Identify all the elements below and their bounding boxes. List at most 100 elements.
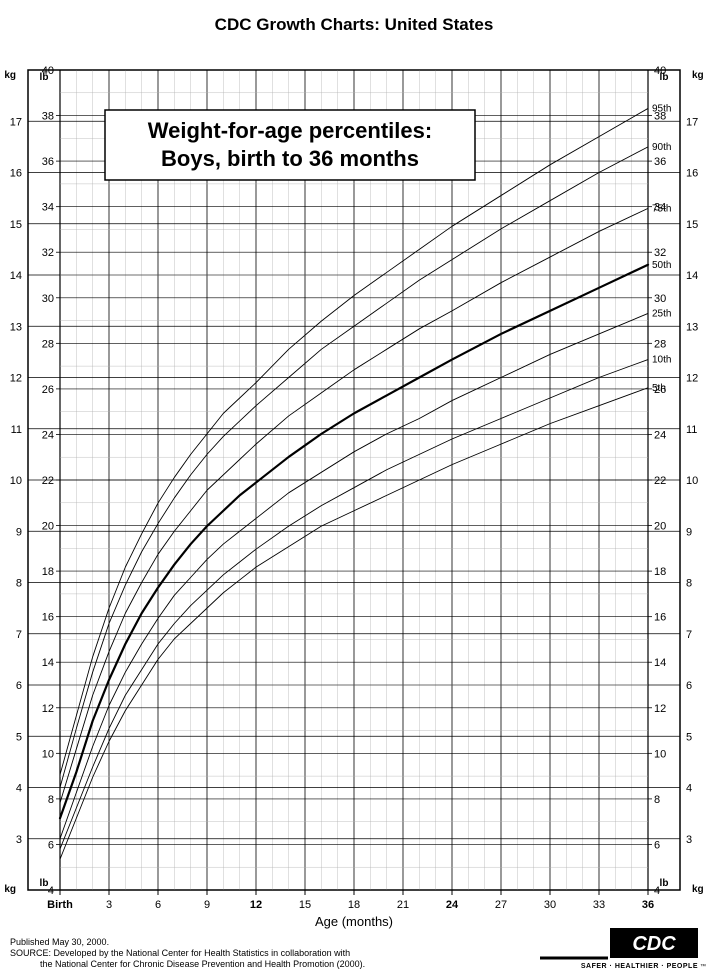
lb-tick-right: 30 — [654, 293, 666, 305]
lb-tick-left: 24 — [42, 429, 54, 441]
x-axis-label: Age (months) — [315, 914, 393, 929]
x-tick-label: 30 — [544, 899, 556, 911]
growth-chart: CDC Growth Charts: United States kg kg kg kg… — [0, 0, 708, 976]
kg-tick-right: 4 — [686, 783, 692, 795]
lb-tick-left: 26 — [42, 384, 54, 396]
footer-published: Published May 30, 2000. — [10, 937, 109, 947]
kg-tick-right: 16 — [686, 168, 698, 180]
kg-tick-right: 17 — [686, 116, 698, 128]
x-tick-label: 33 — [593, 899, 605, 911]
lb-label-br: lb — [660, 878, 669, 889]
percentile-label: 5th — [652, 383, 666, 394]
svg-text:™: ™ — [700, 963, 706, 970]
footer-source1: SOURCE: Developed by the National Center… — [10, 948, 350, 958]
footer-source2: the National Center for Chronic Disease … — [40, 959, 365, 969]
lb-tick-left: 36 — [42, 156, 54, 168]
lb-tick-left: 30 — [42, 293, 54, 305]
percentile-label: 25th — [652, 308, 671, 319]
lb-tick-left: 10 — [42, 748, 54, 760]
kg-label-tl: kg — [4, 70, 16, 81]
x-tick-label: 36 — [642, 899, 654, 911]
percentile-label: 90th — [652, 142, 671, 153]
kg-label-tr: kg — [692, 70, 704, 81]
chart-title-line1: Weight-for-age percentiles: — [148, 118, 432, 143]
lb-tick-right: 40 — [654, 65, 666, 77]
kg-tick-right: 11 — [686, 424, 697, 436]
percentile-label: 75th — [652, 203, 671, 214]
kg-tick-left: 11 — [11, 424, 22, 436]
kg-label-br: kg — [692, 884, 704, 895]
kg-tick-right: 14 — [686, 270, 698, 282]
kg-label-bl: kg — [4, 884, 16, 895]
kg-tick-left: 6 — [16, 680, 22, 692]
kg-tick-left: 12 — [10, 373, 22, 385]
lb-tick-right: 4 — [654, 885, 660, 897]
lb-tick-left: 8 — [48, 794, 54, 806]
kg-tick-left: 3 — [16, 834, 22, 846]
kg-tick-left: 8 — [16, 578, 22, 590]
kg-tick-left: 5 — [16, 731, 22, 743]
kg-tick-right: 9 — [686, 526, 692, 538]
lb-tick-right: 36 — [654, 156, 666, 168]
lb-tick-right: 24 — [654, 429, 666, 441]
cdc-logo: CDC SAFER · HEALTHIER · PEOPLE™ — [540, 928, 706, 970]
percentile-label: 10th — [652, 355, 671, 366]
kg-tick-right: 13 — [686, 321, 698, 333]
kg-tick-right: 12 — [686, 373, 698, 385]
x-tick-label: 9 — [204, 899, 210, 911]
kg-tick-right: 6 — [686, 680, 692, 692]
lb-tick-left: 6 — [48, 839, 54, 851]
x-tick-label: Birth — [47, 899, 73, 911]
kg-tick-left: 16 — [10, 168, 22, 180]
lb-tick-right: 18 — [654, 566, 666, 578]
lb-tick-left: 16 — [42, 612, 54, 624]
x-tick-label: 24 — [446, 899, 459, 911]
lb-tick-left: 40 — [42, 65, 54, 77]
lb-tick-right: 28 — [654, 338, 666, 350]
x-tick-label: 18 — [348, 899, 360, 911]
lb-tick-left: 28 — [42, 338, 54, 350]
x-tick-label: 12 — [250, 899, 262, 911]
percentile-label: 50th — [652, 260, 671, 271]
x-tick-label: 6 — [155, 899, 161, 911]
lb-tick-left: 22 — [42, 475, 54, 487]
lb-tick-right: 22 — [654, 475, 666, 487]
lb-tick-left: 32 — [42, 247, 54, 259]
svg-text:CDC: CDC — [632, 933, 676, 955]
kg-tick-right: 15 — [686, 219, 698, 231]
lb-tick-right: 8 — [654, 794, 660, 806]
lb-tick-left: 34 — [42, 202, 54, 214]
lb-tick-right: 14 — [654, 657, 666, 669]
kg-tick-right: 7 — [686, 629, 692, 641]
kg-tick-left: 4 — [16, 783, 22, 795]
kg-tick-right: 3 — [686, 834, 692, 846]
kg-tick-right: 8 — [686, 578, 692, 590]
chart-title-line2: Boys, birth to 36 months — [161, 146, 419, 171]
x-tick-label: 27 — [495, 899, 507, 911]
lb-tick-right: 10 — [654, 748, 666, 760]
x-tick-label: 3 — [106, 899, 112, 911]
kg-tick-left: 10 — [10, 475, 22, 487]
lb-tick-left: 14 — [42, 657, 54, 669]
cdc-tagline: SAFER · HEALTHIER · PEOPLE — [581, 963, 698, 970]
main-title: CDC Growth Charts: United States — [215, 15, 494, 34]
kg-tick-right: 5 — [686, 731, 692, 743]
lb-tick-left: 20 — [42, 521, 54, 533]
percentile-label: 95th — [652, 103, 671, 114]
x-tick-label: 21 — [397, 899, 409, 911]
lb-tick-left: 18 — [42, 566, 54, 578]
kg-tick-left: 13 — [10, 321, 22, 333]
kg-tick-left: 9 — [16, 526, 22, 538]
lb-tick-right: 20 — [654, 521, 666, 533]
lb-tick-right: 6 — [654, 839, 660, 851]
kg-tick-left: 7 — [16, 629, 22, 641]
kg-tick-right: 10 — [686, 475, 698, 487]
kg-tick-left: 14 — [10, 270, 22, 282]
x-tick-label: 15 — [299, 899, 311, 911]
lb-tick-right: 32 — [654, 247, 666, 259]
lb-tick-left: 38 — [42, 111, 54, 123]
lb-tick-right: 12 — [654, 703, 666, 715]
lb-tick-left: 12 — [42, 703, 54, 715]
lb-tick-left: 4 — [48, 885, 54, 897]
kg-tick-left: 15 — [10, 219, 22, 231]
